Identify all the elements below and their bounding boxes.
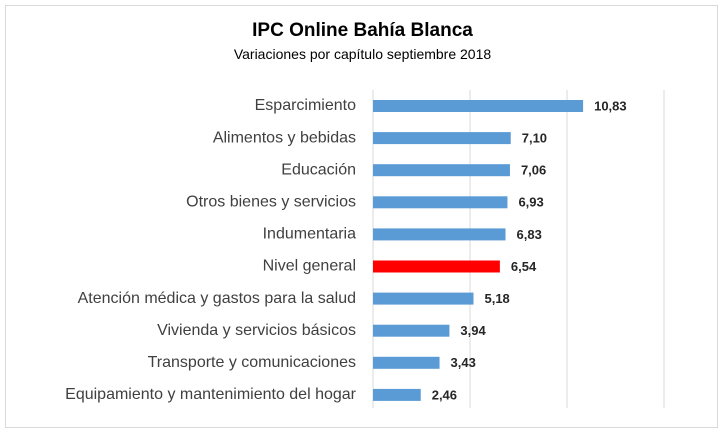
data-label: 3,94 bbox=[460, 323, 486, 338]
data-label: 6,93 bbox=[518, 195, 543, 210]
category-label: Educación bbox=[281, 161, 356, 178]
category-label: Nivel general bbox=[263, 258, 356, 275]
bar bbox=[373, 132, 511, 145]
data-label: 6,83 bbox=[517, 227, 542, 242]
bar bbox=[373, 164, 510, 177]
data-label: 6,54 bbox=[511, 259, 537, 274]
bar bbox=[373, 196, 508, 209]
chart-title: IPC Online Bahía Blanca bbox=[252, 20, 473, 41]
bars bbox=[373, 100, 584, 401]
category-label: Equipamiento y mantenimiento del hogar bbox=[65, 386, 357, 403]
data-label: 5,18 bbox=[484, 291, 509, 306]
category-labels: Esparcimiento Alimentos y bebidas Educació… bbox=[65, 97, 357, 403]
bar bbox=[373, 324, 450, 337]
bar bbox=[373, 388, 421, 401]
category-label: Otros bienes y servicios bbox=[186, 194, 356, 211]
bar bbox=[373, 260, 500, 273]
data-label: 7,06 bbox=[521, 163, 546, 178]
category-label: Vivienda y servicios básicos bbox=[157, 322, 356, 339]
category-label: Atención médica y gastos para la salud bbox=[78, 290, 356, 307]
category-label: Alimentos y bebidas bbox=[213, 129, 356, 146]
category-label: Transporte y comunicaciones bbox=[148, 354, 356, 371]
bar bbox=[373, 100, 584, 112]
data-label: 2,46 bbox=[432, 387, 457, 402]
bar bbox=[373, 292, 474, 305]
chart-frame: IPC Online Bahía Blanca Variaciones por … bbox=[5, 5, 718, 428]
category-label: Indumentaria bbox=[263, 226, 356, 243]
chart-subtitle: Variaciones por capítulo septiembre 2018 bbox=[233, 46, 492, 62]
value-labels: 10,83 7,10 7,06 6,93 6,83 6,54 5,18 3,94 3,43 2,4… bbox=[432, 98, 627, 402]
data-label: 10,83 bbox=[594, 98, 627, 113]
data-label: 3,43 bbox=[451, 355, 476, 370]
category-label: Esparcimiento bbox=[255, 97, 356, 114]
bar bbox=[373, 228, 506, 241]
data-label: 7,10 bbox=[522, 131, 547, 146]
bar bbox=[373, 356, 440, 369]
